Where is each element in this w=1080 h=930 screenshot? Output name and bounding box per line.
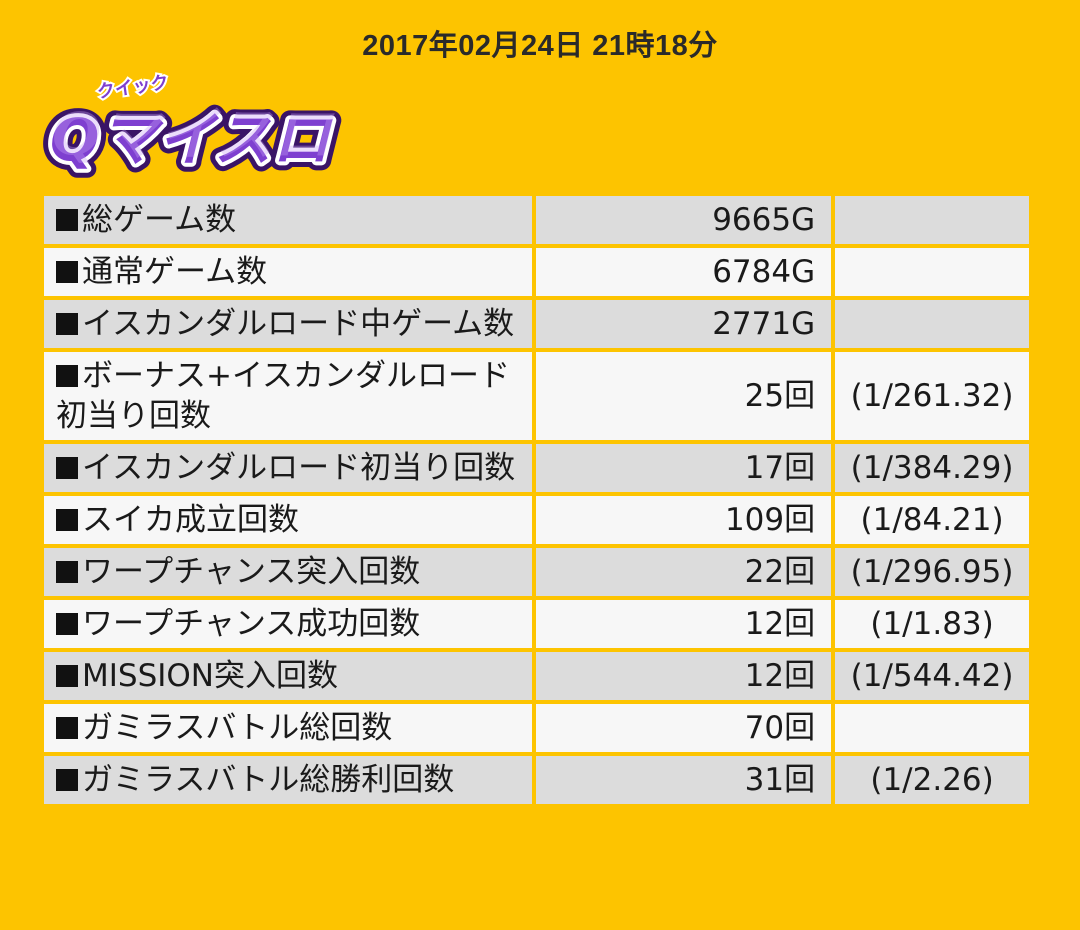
stat-label-cell: MISSION突入回数 <box>44 652 533 700</box>
square-bullet-icon <box>56 509 78 531</box>
stat-ratio: (1/296.95) <box>835 548 1029 596</box>
stat-label: ガミラスバトル総回数 <box>82 710 393 746</box>
stat-label: 通常ゲーム数 <box>82 254 268 290</box>
stat-label: イスカンダルロード初当り回数 <box>82 450 516 486</box>
stat-value: 25回 <box>536 352 832 440</box>
stat-ratio: (1/1.83) <box>835 600 1029 648</box>
stat-ratio <box>835 196 1029 244</box>
square-bullet-icon <box>56 209 78 231</box>
stats-row: ワープチャンス成功回数 12回 (1/1.83) <box>44 600 1029 648</box>
stat-label-cell: イスカンダルロード中ゲーム数 <box>44 300 533 348</box>
stat-label-cell: 総ゲーム数 <box>44 196 533 244</box>
stat-ratio: (1/544.42) <box>835 652 1029 700</box>
stats-row: MISSION突入回数 12回 (1/544.42) <box>44 652 1029 700</box>
stat-label-cell: ガミラスバトル総勝利回数 <box>44 756 533 804</box>
stat-label: ワープチャンス成功回数 <box>82 606 421 642</box>
square-bullet-icon <box>56 561 78 583</box>
square-bullet-icon <box>56 261 78 283</box>
stat-label-cell: イスカンダルロード初当り回数 <box>44 444 533 492</box>
stat-value: 70回 <box>536 704 832 752</box>
stat-label: イスカンダルロード中ゲーム数 <box>82 306 515 342</box>
svg-text:Qマイスロ: Qマイスロ <box>50 106 334 174</box>
stat-label: スイカ成立回数 <box>82 502 299 538</box>
svg-text:Qマイスロ: Qマイスロ <box>50 106 334 174</box>
logo-title-text: Qマイスロ <box>50 106 334 174</box>
stat-label-cell: ボーナス+イスカンダルロード初当り回数 <box>44 352 533 440</box>
stat-label-cell: 通常ゲーム数 <box>44 248 533 296</box>
stats-row: ガミラスバトル総勝利回数 31回 (1/2.26) <box>44 756 1029 804</box>
stats-row: ボーナス+イスカンダルロード初当り回数 25回 (1/261.32) <box>44 352 1029 440</box>
stat-label-cell: スイカ成立回数 <box>44 496 533 544</box>
stat-ratio: (1/84.21) <box>835 496 1029 544</box>
square-bullet-icon <box>56 769 78 791</box>
stat-value: 6784G <box>536 248 832 296</box>
stats-row: スイカ成立回数 109回 (1/84.21) <box>44 496 1029 544</box>
stats-row: 総ゲーム数 9665G <box>44 196 1029 244</box>
stat-value: 2771G <box>536 300 832 348</box>
stat-value: 17回 <box>536 444 832 492</box>
stat-label-cell: ワープチャンス突入回数 <box>44 548 533 596</box>
stats-row: ワープチャンス突入回数 22回 (1/296.95) <box>44 548 1029 596</box>
stats-row: イスカンダルロード中ゲーム数 2771G <box>44 300 1029 348</box>
stat-value: 12回 <box>536 600 832 648</box>
stat-label-cell: ガミラスバトル総回数 <box>44 704 533 752</box>
stat-label: 総ゲーム数 <box>82 202 237 238</box>
square-bullet-icon <box>56 313 78 335</box>
stat-label: ワープチャンス突入回数 <box>82 554 421 590</box>
stats-row: ガミラスバトル総回数 70回 <box>44 704 1029 752</box>
svg-text:Qマイスロ: Qマイスロ <box>52 100 336 168</box>
stat-value: 9665G <box>536 196 832 244</box>
stats-table: 総ゲーム数 9665G 通常ゲーム数 6784G イスカンダルロード中ゲーム数 2771G… <box>40 192 1033 808</box>
square-bullet-icon <box>56 665 78 687</box>
stat-label: MISSION突入回数 <box>82 658 338 694</box>
square-bullet-icon <box>56 613 78 635</box>
stat-ratio: (1/261.32) <box>835 352 1029 440</box>
stats-row: 通常ゲーム数 6784G <box>44 248 1029 296</box>
q-maislo-logo: クイック Qマイスロ Qマイスロ Qマイスロ Qマイスロ <box>41 70 343 183</box>
square-bullet-icon <box>56 457 78 479</box>
stats-row: イスカンダルロード初当り回数 17回 (1/384.29) <box>44 444 1029 492</box>
square-bullet-icon <box>56 365 78 387</box>
stat-label: ボーナス+イスカンダルロード初当り回数 <box>56 358 511 434</box>
stat-ratio: (1/384.29) <box>835 444 1029 492</box>
stat-ratio <box>835 300 1029 348</box>
logo-ruby-text: クイック <box>96 72 170 103</box>
stat-value: 22回 <box>536 548 832 596</box>
square-bullet-icon <box>56 717 78 739</box>
stat-value: 12回 <box>536 652 832 700</box>
stat-value: 109回 <box>536 496 832 544</box>
stat-label-cell: ワープチャンス成功回数 <box>44 600 533 648</box>
stat-ratio: (1/2.26) <box>835 756 1029 804</box>
date-time-header: 2017年02月24日 21時18分 <box>362 30 718 62</box>
stat-ratio <box>835 704 1029 752</box>
stat-value: 31回 <box>536 756 832 804</box>
stat-ratio <box>835 248 1029 296</box>
stat-label: ガミラスバトル総勝利回数 <box>82 762 455 798</box>
